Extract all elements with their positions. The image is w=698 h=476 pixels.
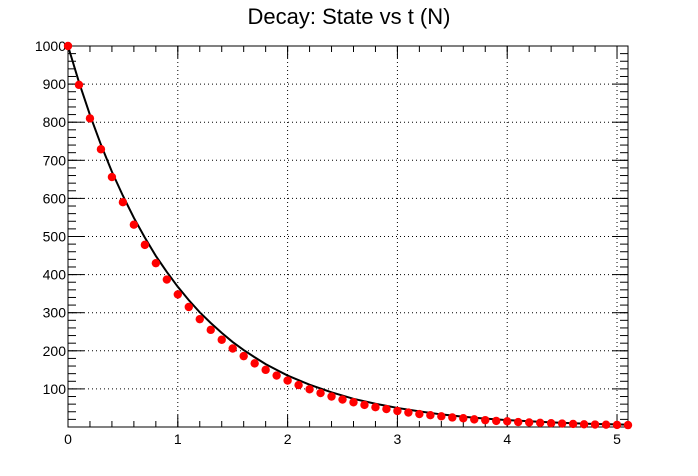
x-tick-label: 2 bbox=[284, 431, 292, 447]
data-point bbox=[85, 114, 95, 123]
data-point bbox=[327, 392, 336, 401]
data-point bbox=[272, 371, 281, 380]
data-point bbox=[382, 404, 391, 414]
data-point bbox=[283, 376, 292, 385]
y-tick-label: 800 bbox=[43, 114, 67, 130]
x-tick-label: 0 bbox=[64, 431, 72, 447]
data-point bbox=[404, 408, 413, 417]
y-tick-label: 200 bbox=[43, 343, 67, 359]
data-point bbox=[481, 415, 490, 425]
x-tick-label: 5 bbox=[613, 431, 621, 447]
data-point bbox=[601, 420, 611, 429]
data-point bbox=[393, 406, 402, 416]
data-point bbox=[448, 413, 457, 422]
y-tick-label: 600 bbox=[43, 190, 67, 206]
data-point bbox=[546, 418, 556, 428]
data-point bbox=[612, 420, 622, 430]
data-point bbox=[316, 388, 325, 398]
x-tick-labels: 0 1 2 3 4 5 bbox=[64, 431, 621, 447]
data-point bbox=[63, 41, 73, 51]
data-point bbox=[459, 414, 468, 423]
data-point bbox=[470, 415, 479, 424]
data-point bbox=[590, 420, 600, 429]
y-tick-labels: 100 200 300 400 500 600 700 800 900 1000 bbox=[35, 38, 66, 397]
chart-title: Decay: State vs t (N) bbox=[248, 4, 451, 29]
fit-curve bbox=[67, 45, 629, 426]
y-tick-label: 500 bbox=[43, 229, 67, 245]
x-tick-label: 1 bbox=[174, 431, 182, 447]
data-point bbox=[195, 314, 204, 324]
data-point bbox=[360, 400, 369, 410]
data-point bbox=[623, 420, 633, 430]
data-point bbox=[568, 419, 578, 429]
data-point bbox=[173, 290, 182, 299]
data-point bbox=[294, 380, 303, 390]
data-point bbox=[503, 417, 512, 426]
y-tick-label: 900 bbox=[43, 76, 67, 92]
data-point bbox=[524, 418, 534, 427]
data-point bbox=[338, 395, 347, 404]
data-point bbox=[118, 198, 128, 207]
data-point bbox=[492, 416, 501, 426]
data-point bbox=[371, 402, 380, 412]
data-point bbox=[261, 365, 270, 375]
data-point bbox=[74, 80, 84, 90]
data-point bbox=[217, 335, 226, 344]
y-tick-label: 1000 bbox=[35, 38, 66, 54]
y-tick-label: 400 bbox=[43, 267, 67, 283]
x-tick-label: 3 bbox=[394, 431, 402, 447]
data-point bbox=[239, 351, 248, 361]
data-point bbox=[557, 419, 567, 428]
data-point bbox=[107, 172, 117, 182]
data-point bbox=[305, 385, 314, 394]
y-tick-label: 300 bbox=[43, 305, 67, 321]
data-point bbox=[535, 418, 545, 428]
grid-lines bbox=[68, 46, 628, 427]
data-point bbox=[184, 302, 193, 312]
y-tick-label: 100 bbox=[43, 381, 67, 397]
data-point bbox=[140, 240, 150, 250]
data-point bbox=[426, 410, 435, 420]
data-point bbox=[437, 412, 446, 421]
data-point bbox=[228, 344, 237, 353]
data-point bbox=[415, 409, 424, 419]
data-point bbox=[162, 275, 172, 284]
y-tick-label: 700 bbox=[43, 152, 67, 168]
data-point bbox=[96, 145, 106, 154]
data-point bbox=[250, 359, 259, 368]
data-point bbox=[151, 258, 161, 268]
data-point bbox=[206, 325, 215, 335]
x-tick-label: 4 bbox=[503, 431, 511, 447]
data-point bbox=[349, 398, 358, 407]
data-point bbox=[579, 420, 589, 429]
data-point bbox=[514, 417, 523, 427]
data-points bbox=[63, 41, 633, 430]
data-point bbox=[129, 220, 139, 229]
